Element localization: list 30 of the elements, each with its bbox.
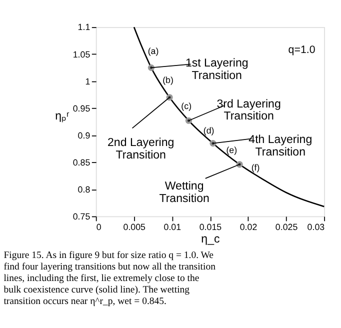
y-tick-label: 0.75 [72, 211, 90, 222]
annotation: q=1.0 [288, 44, 316, 56]
annotation: (b) [162, 74, 174, 85]
y-tick-label: 0.95 [72, 103, 90, 114]
x-tick-label: 0 [96, 222, 102, 232]
x-axis-title: η_c [201, 233, 220, 246]
x-tick-label: 0.005 [123, 222, 146, 232]
x-tick-label: 0.025 [275, 222, 298, 232]
annotation: 3rd Layering Transition [216, 98, 281, 123]
annotation: Wetting Transition [159, 180, 210, 206]
y-tick-label: 1.1 [78, 22, 90, 32]
annotation: 4th Layering Transition [248, 134, 312, 158]
y-tick-label: 0.85 [72, 157, 90, 168]
annotation: (f) [251, 162, 260, 172]
x-tick-label: 0.015 [199, 222, 222, 232]
annotation: (c) [181, 101, 192, 112]
x-tick-label: 0.01 [164, 222, 182, 232]
annotation: (e) [226, 145, 238, 156]
y-tick-label: 0.8 [78, 184, 90, 194]
y-axis-title: ηₚʳ [55, 110, 70, 122]
annotation: (d) [203, 126, 214, 136]
y-tick-label: 1.05 [72, 49, 90, 60]
annotation: 2nd Layering Transition [108, 136, 174, 162]
annotation: 1st Layering Transition [185, 57, 248, 82]
caption: Figure 15. As in figure 9 but for size ratio q = 1.0. We find four layering transitions but now all the transition lines, including the first, lie extremely close to the bulk coexistence curve (solid line). The wetting transition occurs near η^r_p, wet = 0.845. [4, 250, 216, 308]
x-tick-label: 0.03 [307, 222, 325, 232]
y-tick-label: 0.9 [78, 130, 90, 140]
x-tick-label: 0.02 [240, 222, 258, 232]
annotation: (a) [148, 46, 159, 56]
y-tick-label: 1 [85, 76, 90, 86]
